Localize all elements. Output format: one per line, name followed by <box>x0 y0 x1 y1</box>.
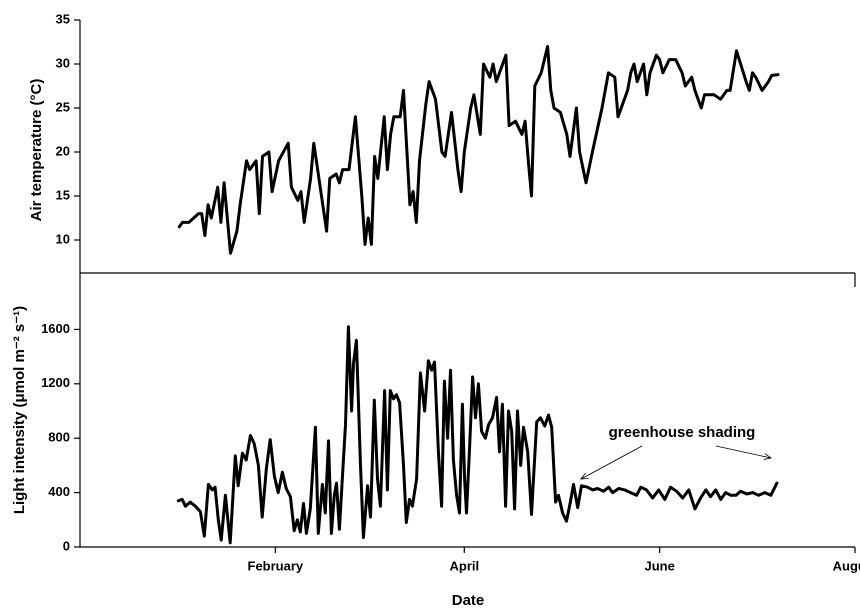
x-tick-label: June <box>644 558 674 573</box>
y-tick-label: 800 <box>48 430 70 445</box>
y-tick-label: 400 <box>48 484 70 499</box>
x-tick-label: February <box>248 558 304 573</box>
data-line <box>177 44 780 255</box>
data-line <box>176 325 779 545</box>
y-tick-label: 15 <box>56 187 70 202</box>
x-tick-label: April <box>449 558 479 573</box>
y-tick-label: 35 <box>56 11 70 26</box>
y-tick-label: 25 <box>56 99 70 114</box>
annotation-arrow <box>581 445 643 479</box>
y-tick-label: 0 <box>63 538 70 553</box>
y-axis-title: Air temperature (°C) <box>28 79 45 222</box>
y-axis-title: Light intensity (μmol m⁻² s⁻¹) <box>11 306 28 514</box>
y-tick-label: 1200 <box>41 375 70 390</box>
annotation: greenhouse shading <box>609 424 756 441</box>
y-tick-label: 10 <box>56 231 70 246</box>
y-tick-label: 30 <box>56 55 70 70</box>
x-tick-label: August <box>833 558 860 573</box>
x-axis-title: Date <box>452 592 485 609</box>
y-tick-label: 1600 <box>41 321 70 336</box>
annotation-arrow <box>715 445 771 458</box>
y-tick-label: 20 <box>56 143 70 158</box>
